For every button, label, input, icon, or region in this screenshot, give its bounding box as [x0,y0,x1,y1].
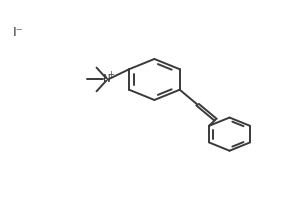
Text: +: + [107,70,114,79]
Text: N: N [103,74,111,85]
Text: I⁻: I⁻ [13,26,23,39]
